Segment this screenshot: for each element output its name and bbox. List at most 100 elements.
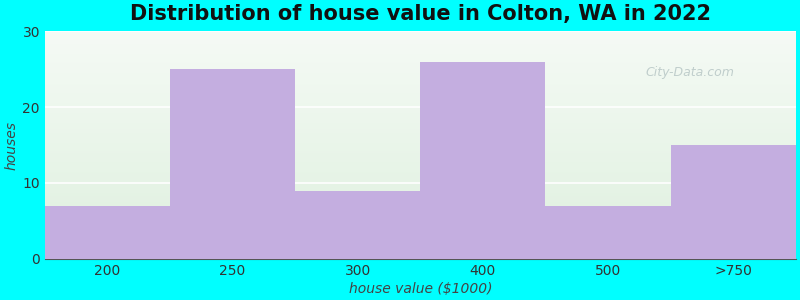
Bar — [45, 38, 796, 39]
Bar — [45, 53, 796, 54]
Bar — [45, 213, 796, 214]
Bar — [45, 128, 796, 129]
Bar — [45, 39, 796, 41]
Bar — [45, 79, 796, 80]
Bar — [45, 175, 796, 176]
Bar — [45, 235, 796, 236]
Bar — [45, 137, 796, 138]
Bar — [45, 119, 796, 120]
X-axis label: house value ($1000): house value ($1000) — [349, 282, 492, 296]
Bar — [45, 202, 796, 203]
Bar — [45, 87, 796, 88]
Bar — [45, 40, 796, 41]
Bar — [45, 187, 796, 188]
Bar — [45, 140, 796, 142]
Bar — [45, 195, 796, 196]
Bar — [45, 52, 796, 53]
Bar — [45, 179, 796, 180]
Bar — [45, 203, 796, 204]
Bar — [546, 206, 670, 259]
Bar — [45, 67, 796, 68]
Bar — [45, 126, 796, 127]
Bar — [45, 56, 796, 57]
Bar — [45, 86, 796, 87]
Bar — [45, 129, 796, 130]
Bar — [420, 61, 546, 259]
Bar — [45, 164, 796, 166]
Bar — [45, 253, 796, 254]
Bar — [45, 155, 796, 156]
Bar — [45, 110, 796, 111]
Bar — [45, 211, 796, 212]
Bar — [45, 76, 796, 77]
Bar — [45, 74, 796, 76]
Bar — [45, 238, 796, 239]
Bar — [45, 37, 796, 38]
Bar — [45, 229, 796, 230]
Bar — [45, 101, 796, 102]
Bar — [45, 50, 796, 51]
Bar — [45, 117, 796, 118]
Bar — [45, 154, 796, 155]
Bar — [45, 241, 796, 242]
Bar — [45, 200, 796, 201]
Bar — [45, 168, 796, 169]
Bar — [45, 88, 796, 89]
Bar — [45, 55, 796, 56]
Bar — [45, 94, 796, 95]
Bar — [45, 242, 796, 243]
Bar — [45, 196, 796, 197]
Bar — [45, 218, 796, 219]
Bar — [45, 41, 796, 43]
Bar — [45, 102, 796, 103]
Bar — [45, 230, 796, 232]
Bar — [45, 111, 796, 112]
Bar — [45, 148, 796, 150]
Bar — [45, 172, 796, 173]
Bar — [45, 136, 796, 137]
Bar — [45, 162, 796, 163]
Y-axis label: houses: houses — [4, 121, 18, 170]
Bar — [45, 63, 796, 64]
Bar — [45, 246, 796, 247]
Bar — [45, 206, 796, 208]
Bar — [45, 106, 796, 107]
Bar — [45, 54, 796, 55]
Bar — [45, 120, 796, 121]
Bar — [45, 189, 796, 190]
Bar — [295, 190, 420, 259]
Bar — [45, 32, 796, 34]
Bar — [45, 167, 796, 168]
Title: Distribution of house value in Colton, WA in 2022: Distribution of house value in Colton, W… — [130, 4, 711, 24]
Bar — [45, 93, 796, 94]
Bar — [45, 152, 796, 153]
Bar — [45, 45, 796, 46]
Bar — [45, 124, 796, 126]
Bar — [45, 201, 796, 202]
Bar — [45, 178, 796, 179]
Bar — [45, 70, 796, 71]
Bar — [45, 81, 796, 83]
Bar — [45, 147, 796, 148]
Bar — [45, 170, 796, 171]
Bar — [45, 228, 796, 229]
Bar — [45, 180, 796, 181]
Bar — [45, 226, 796, 227]
Text: City-Data.com: City-Data.com — [646, 66, 734, 79]
Bar — [45, 177, 796, 178]
Bar — [45, 43, 796, 44]
Bar — [45, 84, 796, 85]
Bar — [45, 256, 796, 258]
Bar — [45, 97, 796, 98]
Bar — [45, 197, 796, 199]
Bar — [45, 60, 796, 61]
Bar — [45, 103, 796, 104]
Bar — [45, 176, 796, 177]
Bar — [45, 51, 796, 52]
Bar — [45, 159, 796, 160]
Bar — [45, 31, 796, 32]
Bar — [670, 145, 796, 259]
Bar — [45, 113, 796, 114]
Bar — [45, 185, 796, 186]
Bar — [45, 122, 796, 123]
